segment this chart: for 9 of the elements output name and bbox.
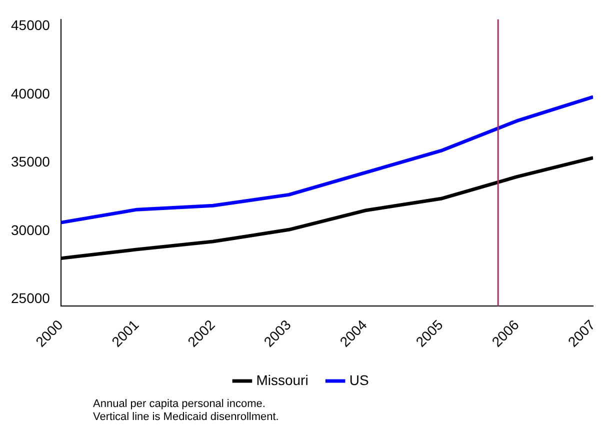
legend-label: US bbox=[349, 372, 369, 388]
legend-label: Missouri bbox=[256, 372, 308, 388]
text: Vertical line is Medicaid disenrollment. bbox=[93, 411, 280, 424]
y-tick-label: 45000 bbox=[10, 17, 50, 34]
y-tick-label: 25000 bbox=[10, 290, 50, 306]
y-tick-label: 30000 bbox=[10, 222, 50, 238]
text: Annual per capita personal income. bbox=[93, 398, 266, 411]
y-tick-label: 40000 bbox=[10, 85, 50, 102]
y-tick-label: 35000 bbox=[10, 154, 50, 170]
